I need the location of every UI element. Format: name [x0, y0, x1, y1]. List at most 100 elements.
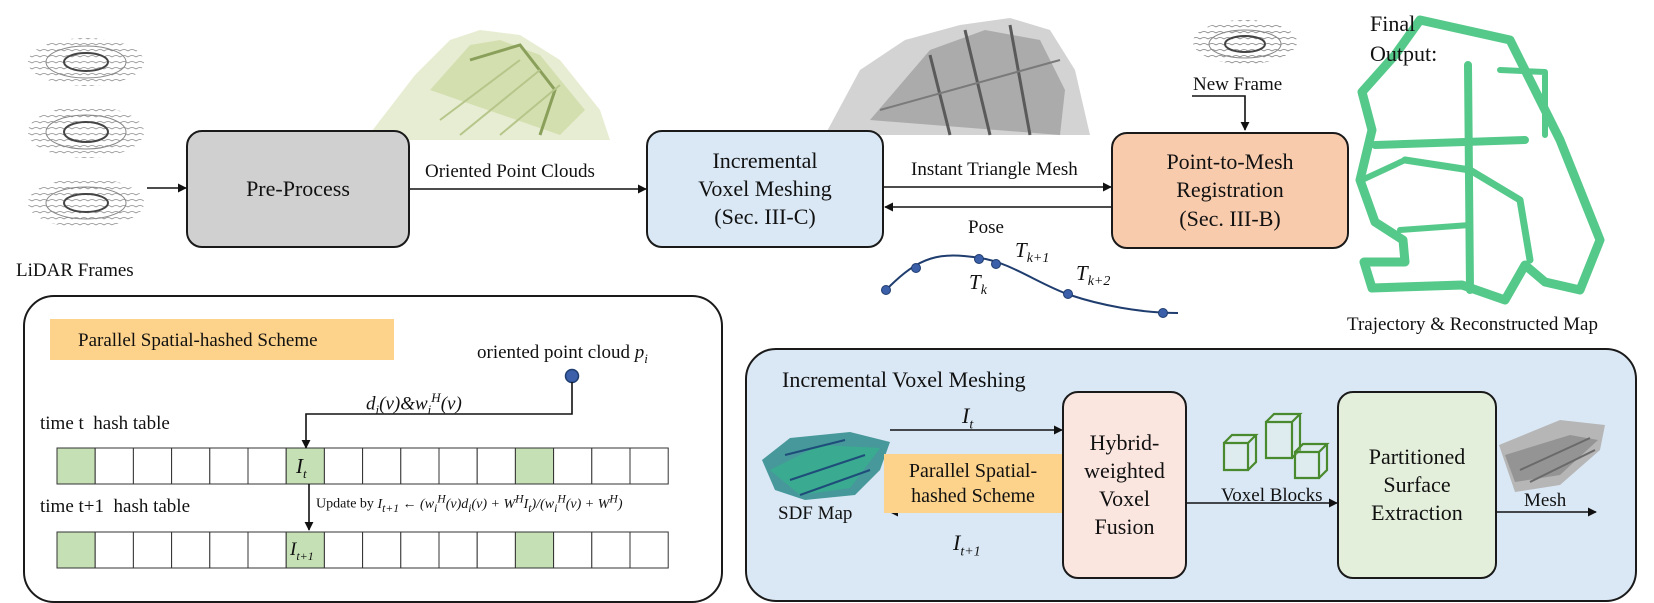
mesh-image: [1499, 420, 1605, 492]
ivm-line-1: Incremental: [712, 147, 818, 173]
hash-cell-1-11: [476, 447, 516, 485]
final-output-line-1: Final: [1370, 11, 1416, 36]
instant-mesh-image: [825, 18, 1090, 136]
update-rule-label: Update by It+1 ← (wiH(v)di(v) + WHIt)/(w…: [316, 492, 623, 515]
oriented-point-clouds-label: Oriented Point Clouds: [425, 161, 595, 182]
ivm-line-3: (Sec. III-C): [714, 204, 816, 230]
preprocess-label: Pre-Process: [246, 175, 350, 201]
hash-cell-1-3: [171, 447, 211, 485]
hash-cell-2-14: [591, 531, 631, 569]
hybrid-fusion-box: Hybrid- weighted Voxel Fusion: [1062, 391, 1187, 579]
sdf-map-image: [762, 432, 890, 500]
hash-cell-2-3: [171, 531, 211, 569]
hash-cell-2-1: [94, 531, 134, 569]
hash-cell-2-6: [285, 531, 325, 569]
pose-label: Pose: [968, 217, 1004, 238]
pose-point-2: [911, 263, 921, 273]
mesh-label: Mesh: [1524, 490, 1567, 511]
incremental-voxel-meshing-box: Incremental Voxel Meshing (Sec. III-C): [646, 130, 884, 248]
time-t1-hash-label: time t+1 hash table: [40, 496, 191, 517]
hash-cell-1-8: [362, 447, 402, 485]
lidar-frame-1: [28, 38, 144, 86]
hash-cell-2-5: [247, 531, 287, 569]
hash-cell-1-15: [629, 447, 669, 485]
hash-cell-1-6: [285, 447, 325, 485]
fusion-line-1: Hybrid-: [1089, 429, 1160, 455]
hash-cell-2-12: [514, 531, 555, 569]
ivm-panel-title: Incremental Voxel Meshing: [782, 367, 1026, 392]
lidar-frames-image: [28, 38, 144, 228]
pose-point-5: [1063, 289, 1073, 299]
hash-table-row-t: [56, 447, 669, 485]
extraction-line-2: Surface: [1383, 471, 1451, 497]
cell-it1-label: It+1: [290, 539, 314, 563]
hash-cell-2-15: [629, 531, 669, 569]
hash-cell-2-4: [209, 531, 249, 569]
scheme-box-in-panel: Parallel Spatial- hashed Scheme: [884, 454, 1062, 513]
pose-point-3: [974, 254, 984, 264]
trajectory-map-label: Trajectory & Reconstructed Map: [1347, 314, 1598, 335]
final-output-line-2: Output:: [1370, 41, 1438, 66]
oriented-point-marker: [564, 368, 580, 384]
hash-cell-1-14: [591, 447, 631, 485]
hash-cell-2-8: [362, 531, 402, 569]
it1-arrow-label: It+1: [953, 530, 981, 560]
hash-cell-1-0: [56, 447, 96, 485]
hash-cell-2-9: [400, 531, 440, 569]
voxel-blocks-label: Voxel Blocks: [1221, 485, 1323, 506]
scheme-title: Parallel Spatial-hashed Scheme: [78, 330, 318, 351]
pose-label-tk2: Tk+2: [1076, 261, 1111, 290]
pose-label-tk: Tk: [969, 270, 987, 299]
lidar-frames-label: LiDAR Frames: [16, 260, 134, 281]
new-frame-label: New Frame: [1193, 74, 1283, 95]
hash-cell-1-9: [400, 447, 440, 485]
pose-label-tk1: Tk+1: [1015, 238, 1050, 267]
fusion-line-3: Voxel: [1099, 486, 1150, 511]
oriented-point-cloud-image: [365, 30, 610, 140]
hash-cell-2-11: [476, 531, 516, 569]
voxel-blocks-icon: [1222, 412, 1330, 480]
cell-it-label: It: [296, 454, 307, 482]
lidar-frame-2: [28, 106, 144, 158]
hash-cell-2-7: [323, 531, 364, 569]
hash-cell-1-4: [209, 447, 249, 485]
arrow-new-frame-to-p2m: [1192, 95, 1250, 131]
sdf-map-label: SDF Map: [778, 503, 853, 524]
reconstructed-map-image: [1355, 15, 1605, 305]
new-frame-image: [1193, 20, 1297, 64]
hash-table-row-t1: [56, 531, 669, 569]
time-t-hash-label: time t hash table: [40, 413, 170, 434]
oriented-point-cloud-label: oriented point cloud pi: [477, 342, 648, 366]
scheme-box-line-1: Parallel Spatial-: [908, 459, 1038, 482]
hash-cell-2-13: [553, 531, 593, 569]
preprocess-box: Pre-Process: [186, 130, 410, 248]
p2m-line-2: Registration: [1176, 177, 1284, 203]
point-to-mesh-box: Point-to-Mesh Registration (Sec. III-B): [1111, 132, 1349, 249]
hash-cell-1-13: [553, 447, 593, 485]
pose-point-1: [881, 285, 891, 295]
hash-cell-2-0: [56, 531, 96, 569]
instant-triangle-mesh-label: Instant Triangle Mesh: [911, 159, 1078, 180]
hash-cell-1-10: [438, 447, 478, 485]
extraction-line-3: Extraction: [1371, 500, 1463, 526]
trajectory-curve: [881, 254, 1179, 318]
pose-point-6: [1158, 308, 1168, 318]
it-arrow-label: It: [962, 403, 974, 433]
scheme-box-line-2: hashed Scheme: [911, 484, 1035, 507]
hash-cell-2-2: [132, 531, 173, 569]
ivm-line-2: Voxel Meshing: [698, 175, 832, 201]
hash-cell-1-2: [132, 447, 173, 485]
arrow-point-to-cell: [301, 382, 573, 449]
p2m-line-1: Point-to-Mesh: [1166, 149, 1294, 175]
hash-cell-1-12: [514, 447, 555, 485]
pose-point-4: [991, 259, 1001, 269]
lidar-frame-3: [28, 178, 144, 228]
hash-cell-2-10: [438, 531, 478, 569]
hash-cell-1-7: [323, 447, 364, 485]
hash-cell-1-5: [247, 447, 287, 485]
partitioned-extraction-box: Partitioned Surface Extraction: [1337, 391, 1497, 579]
fusion-line-4: Fusion: [1094, 514, 1155, 540]
scheme-title-box: [50, 319, 394, 360]
di-wi-label: di(v)&wiH(v): [366, 390, 462, 418]
hash-cell-1-1: [94, 447, 134, 485]
